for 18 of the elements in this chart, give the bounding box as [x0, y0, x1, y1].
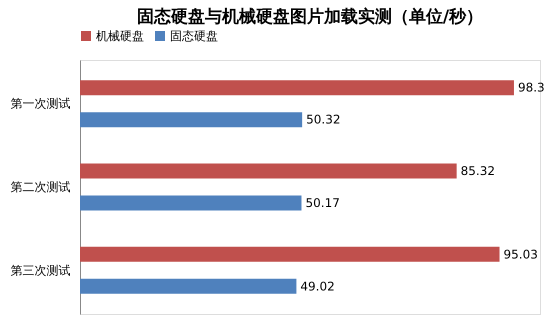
data-label: 98.3: [518, 80, 545, 95]
y-tick-label: 第三次测试: [10, 263, 70, 278]
legend-label: 机械硬盘: [96, 29, 144, 43]
legend-label: 固态硬盘: [170, 29, 218, 43]
y-tick-label: 第二次测试: [10, 180, 70, 194]
chart-title: 固态硬盘与机械硬盘图片加载实测（单位/秒）: [136, 7, 484, 27]
y-tick-label: 第一次测试: [10, 96, 70, 111]
bar: [80, 246, 500, 262]
bar: [80, 163, 457, 178]
data-label: 50.32: [306, 112, 341, 127]
bar: [80, 112, 302, 128]
data-label: 95.03: [504, 247, 538, 262]
data-label: 85.32: [460, 164, 496, 178]
data-label: 49.02: [300, 279, 335, 294]
bar: [80, 80, 514, 96]
data-label: 50.17: [305, 196, 340, 210]
bar: [80, 278, 296, 294]
bar: [80, 196, 302, 211]
